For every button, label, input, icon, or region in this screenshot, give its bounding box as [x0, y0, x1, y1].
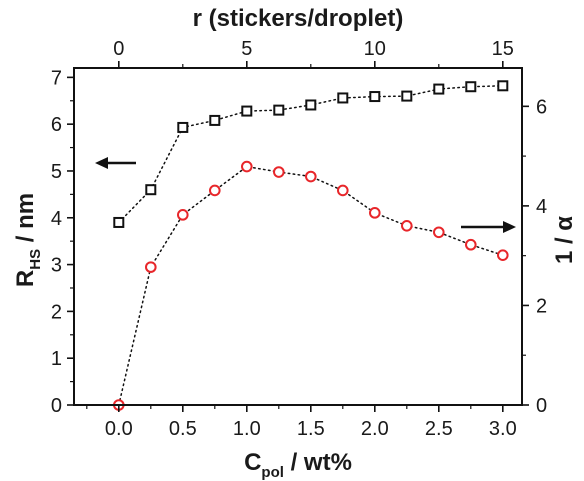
x-top-tick-label: 5 — [241, 38, 252, 60]
x-bottom-axis-title: Cpol / wt% — [244, 449, 352, 481]
y-left-tick-label: 3 — [51, 255, 62, 277]
x-bottom-tick-label: 3.0 — [489, 418, 517, 440]
data-point-circle — [337, 184, 349, 197]
data-point-circle — [273, 166, 285, 178]
y-right-tick-label: 2 — [536, 295, 547, 317]
data-point-square — [145, 184, 157, 196]
data-point-square — [465, 81, 477, 93]
data-point-circle — [241, 160, 253, 173]
y-left-tick-label: 5 — [51, 161, 62, 183]
y-left-tick-label: 7 — [51, 67, 62, 89]
data-point-circle — [465, 238, 477, 251]
x-bottom-tick-label: 0.5 — [169, 418, 197, 440]
data-point-square — [113, 216, 125, 228]
x-bottom-tick-label: 2.5 — [425, 418, 453, 440]
x-bottom-axis-title-rest: / wt% — [284, 449, 352, 476]
x-bottom-tick-label: 1.5 — [297, 418, 325, 440]
plot-layer — [95, 80, 516, 411]
plot-frame — [73, 67, 523, 406]
y-left-tick-label: 4 — [51, 208, 62, 230]
x-top-axis-title: r (stickers/droplet) — [193, 5, 404, 32]
x-top-tick-label: 0 — [113, 38, 124, 60]
data-point-circle — [433, 226, 445, 239]
arrow-left-head — [95, 157, 108, 169]
x-bottom-tick-label: 0.0 — [105, 418, 133, 440]
y-right-tick-label: 4 — [536, 196, 547, 218]
arrow-right-head — [503, 221, 516, 233]
x-bottom-axis-title-sub: pol — [261, 464, 284, 481]
y-right-tick-label: 6 — [536, 96, 547, 118]
x-top-tick-label: 10 — [364, 38, 386, 60]
data-point-circle — [305, 170, 317, 183]
data-point-square — [401, 90, 413, 102]
y-left-tick-label: 6 — [51, 114, 62, 136]
data-point-square — [433, 83, 445, 95]
data-point-square — [497, 80, 509, 92]
arrow-right-icon — [461, 221, 516, 233]
series-connector-circle — [118, 165, 504, 406]
data-point-square — [337, 92, 349, 104]
x-bottom-axis-title-main: C — [244, 449, 261, 476]
axis-layer — [67, 61, 529, 412]
data-point-circle — [497, 249, 509, 261]
y-left-axis-title: RHS / nm — [12, 193, 44, 287]
arrow-left-icon — [95, 157, 136, 169]
data-point-square — [273, 104, 285, 116]
data-point-square — [177, 121, 189, 133]
data-point-circle — [369, 207, 381, 219]
y-left-axis-title-main: R — [12, 270, 39, 287]
y-right-axis-title: 1 / α — [551, 216, 578, 264]
y-left-tick-label: 0 — [51, 395, 62, 417]
y-right-tick-label: 0 — [536, 395, 547, 417]
data-point-circle — [209, 184, 221, 197]
data-point-square — [209, 114, 221, 126]
y-left-tick-label: 2 — [51, 301, 62, 323]
x-bottom-tick-label: 1.0 — [233, 418, 261, 440]
y-left-axis-title-rest: / nm — [12, 193, 39, 249]
y-left-axis-title-sub: HS — [27, 249, 44, 270]
data-point-square — [241, 105, 253, 117]
data-point-circle — [145, 261, 157, 273]
label-layer: 0.0 0.5 1.0 1.5 2.0 2.5 3.0 0 5 10 15 0 1 2 3 4 5 6 7 0 2 4 6 r… — [12, 5, 578, 481]
x-bottom-tick-label: 2.0 — [361, 418, 389, 440]
y-left-tick-label: 1 — [51, 348, 62, 370]
data-point-square — [369, 91, 381, 103]
data-point-square — [305, 99, 317, 111]
x-top-tick-label: 15 — [492, 38, 514, 60]
data-point-circle — [401, 219, 413, 232]
data-point-circle — [177, 209, 189, 221]
